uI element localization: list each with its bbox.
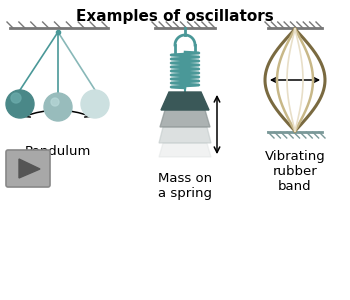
Circle shape bbox=[11, 93, 21, 103]
Polygon shape bbox=[159, 127, 211, 143]
FancyBboxPatch shape bbox=[6, 150, 50, 187]
Polygon shape bbox=[159, 143, 211, 157]
Circle shape bbox=[44, 93, 72, 121]
Text: Examples of oscillators: Examples of oscillators bbox=[76, 9, 274, 24]
Circle shape bbox=[6, 90, 34, 118]
Polygon shape bbox=[160, 110, 210, 127]
Text: Vibrating
rubber
band: Vibrating rubber band bbox=[265, 150, 326, 193]
Text: Pendulum: Pendulum bbox=[25, 145, 91, 158]
Circle shape bbox=[81, 90, 109, 118]
Text: Mass on
a spring: Mass on a spring bbox=[158, 172, 212, 200]
Circle shape bbox=[51, 98, 59, 106]
Polygon shape bbox=[161, 92, 209, 110]
Polygon shape bbox=[19, 159, 40, 178]
